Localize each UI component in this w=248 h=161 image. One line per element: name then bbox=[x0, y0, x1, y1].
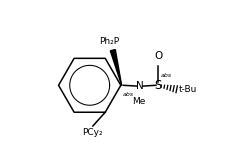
Text: O: O bbox=[154, 51, 162, 61]
Text: N: N bbox=[136, 81, 144, 91]
Text: abs: abs bbox=[123, 92, 133, 97]
Text: Me: Me bbox=[132, 97, 146, 106]
Text: S: S bbox=[155, 79, 162, 92]
Polygon shape bbox=[110, 50, 122, 85]
Text: abs: abs bbox=[161, 73, 172, 78]
Text: t-Bu: t-Bu bbox=[178, 85, 197, 94]
Text: Ph₂P: Ph₂P bbox=[100, 37, 120, 46]
Text: PCy₂: PCy₂ bbox=[83, 128, 103, 137]
